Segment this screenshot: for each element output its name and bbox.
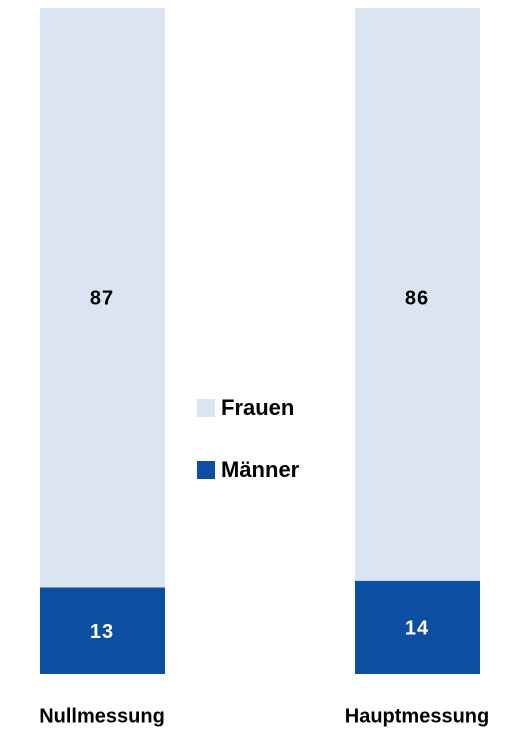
legend-swatch: [197, 399, 215, 417]
x-tick-label: Hauptmessung: [345, 705, 489, 727]
bar-segment: [40, 587, 165, 674]
data-label: 87: [90, 287, 114, 309]
bar-segment: [40, 8, 165, 588]
legend-label: Frauen: [221, 395, 294, 420]
bar-segment: [355, 8, 480, 581]
legend-swatch: [197, 461, 215, 479]
legend-label: Männer: [221, 457, 300, 482]
data-label: 86: [405, 287, 429, 309]
x-tick-label: Nullmessung: [39, 705, 165, 727]
bar-segment: [355, 580, 480, 674]
data-label: 14: [405, 618, 429, 640]
data-label: 13: [90, 621, 114, 643]
